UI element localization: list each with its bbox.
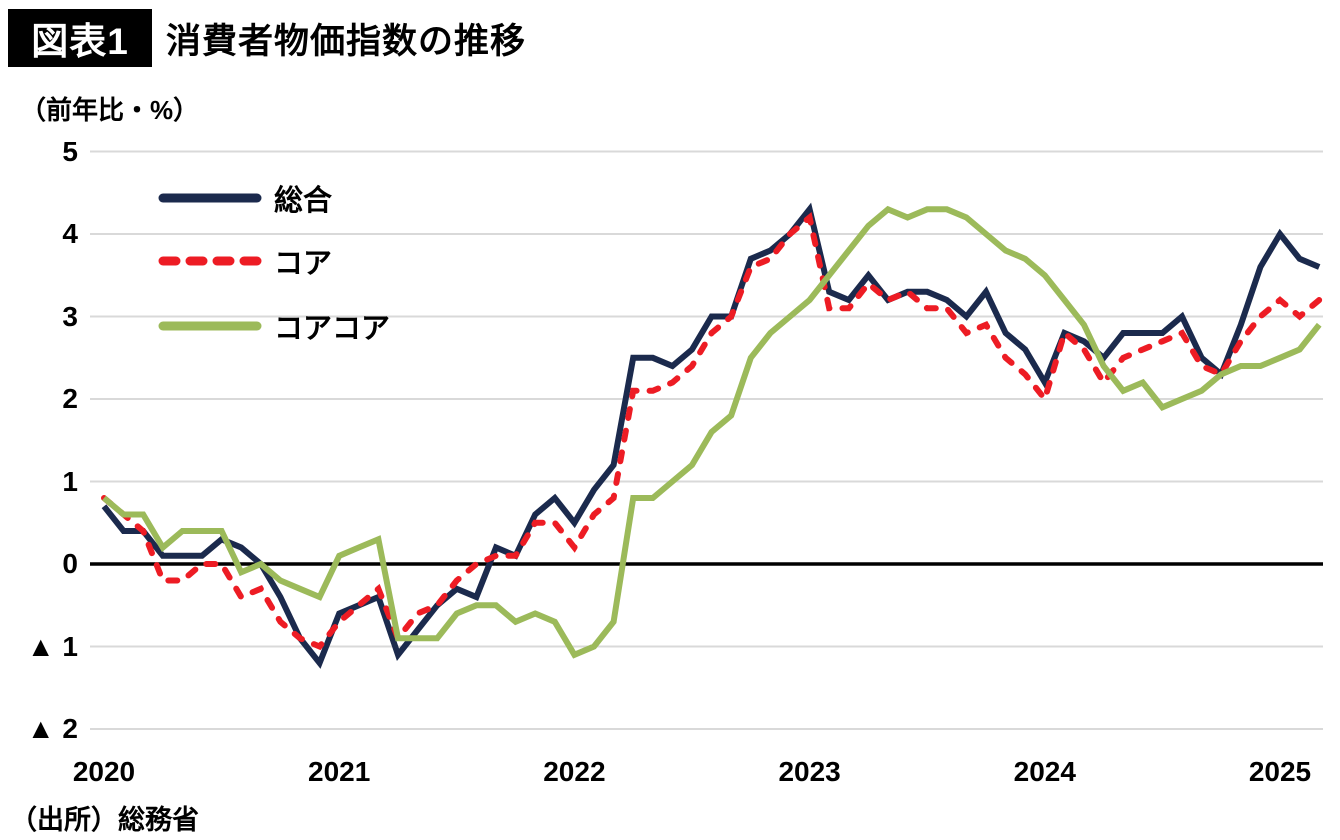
x-tick-label: 2025	[1248, 756, 1312, 787]
legend-item-0: 総合	[158, 178, 332, 218]
legend-item-2: コアコア	[158, 306, 390, 346]
x-tick-label: 2020	[72, 756, 136, 787]
x-tick-label: 2024	[1013, 756, 1076, 787]
source-note: （出所）総務省	[10, 805, 199, 835]
y-tick-label: 1	[62, 465, 78, 497]
legend-label: 総合	[274, 185, 333, 217]
chart-title: 消費者物価指数の推移	[166, 21, 527, 61]
y-tick-label: ▲ 1	[26, 630, 78, 662]
figure-number-badge: 図表1	[8, 9, 152, 67]
x-tick-label: 2021	[308, 756, 371, 787]
legend-line-sample	[158, 321, 262, 331]
y-tick-label: 4	[62, 218, 78, 249]
legend-label: コアコア	[274, 313, 391, 345]
legend-line-sample	[158, 256, 262, 266]
chart-header: 図表1 消費者物価指数の推移	[8, 9, 526, 67]
y-tick-label: 0	[62, 548, 78, 579]
x-tick-label: 2023	[778, 756, 841, 787]
legend-item-1: コア	[158, 241, 332, 281]
series-line-1	[101, 211, 1323, 651]
y-tick-label: ▲ 2	[26, 713, 78, 744]
y-tick-label: 2	[62, 383, 78, 414]
series-line-2	[102, 205, 1322, 659]
y-tick-label: 3	[62, 300, 78, 332]
legend-line-sample	[158, 193, 262, 203]
x-tick-label: 2022	[543, 756, 606, 787]
series-line-0	[101, 202, 1321, 669]
legend-label: コア	[274, 248, 333, 280]
y-tick-label: 5	[62, 135, 78, 167]
y-axis-unit-label: （前年比・%）	[20, 95, 200, 125]
